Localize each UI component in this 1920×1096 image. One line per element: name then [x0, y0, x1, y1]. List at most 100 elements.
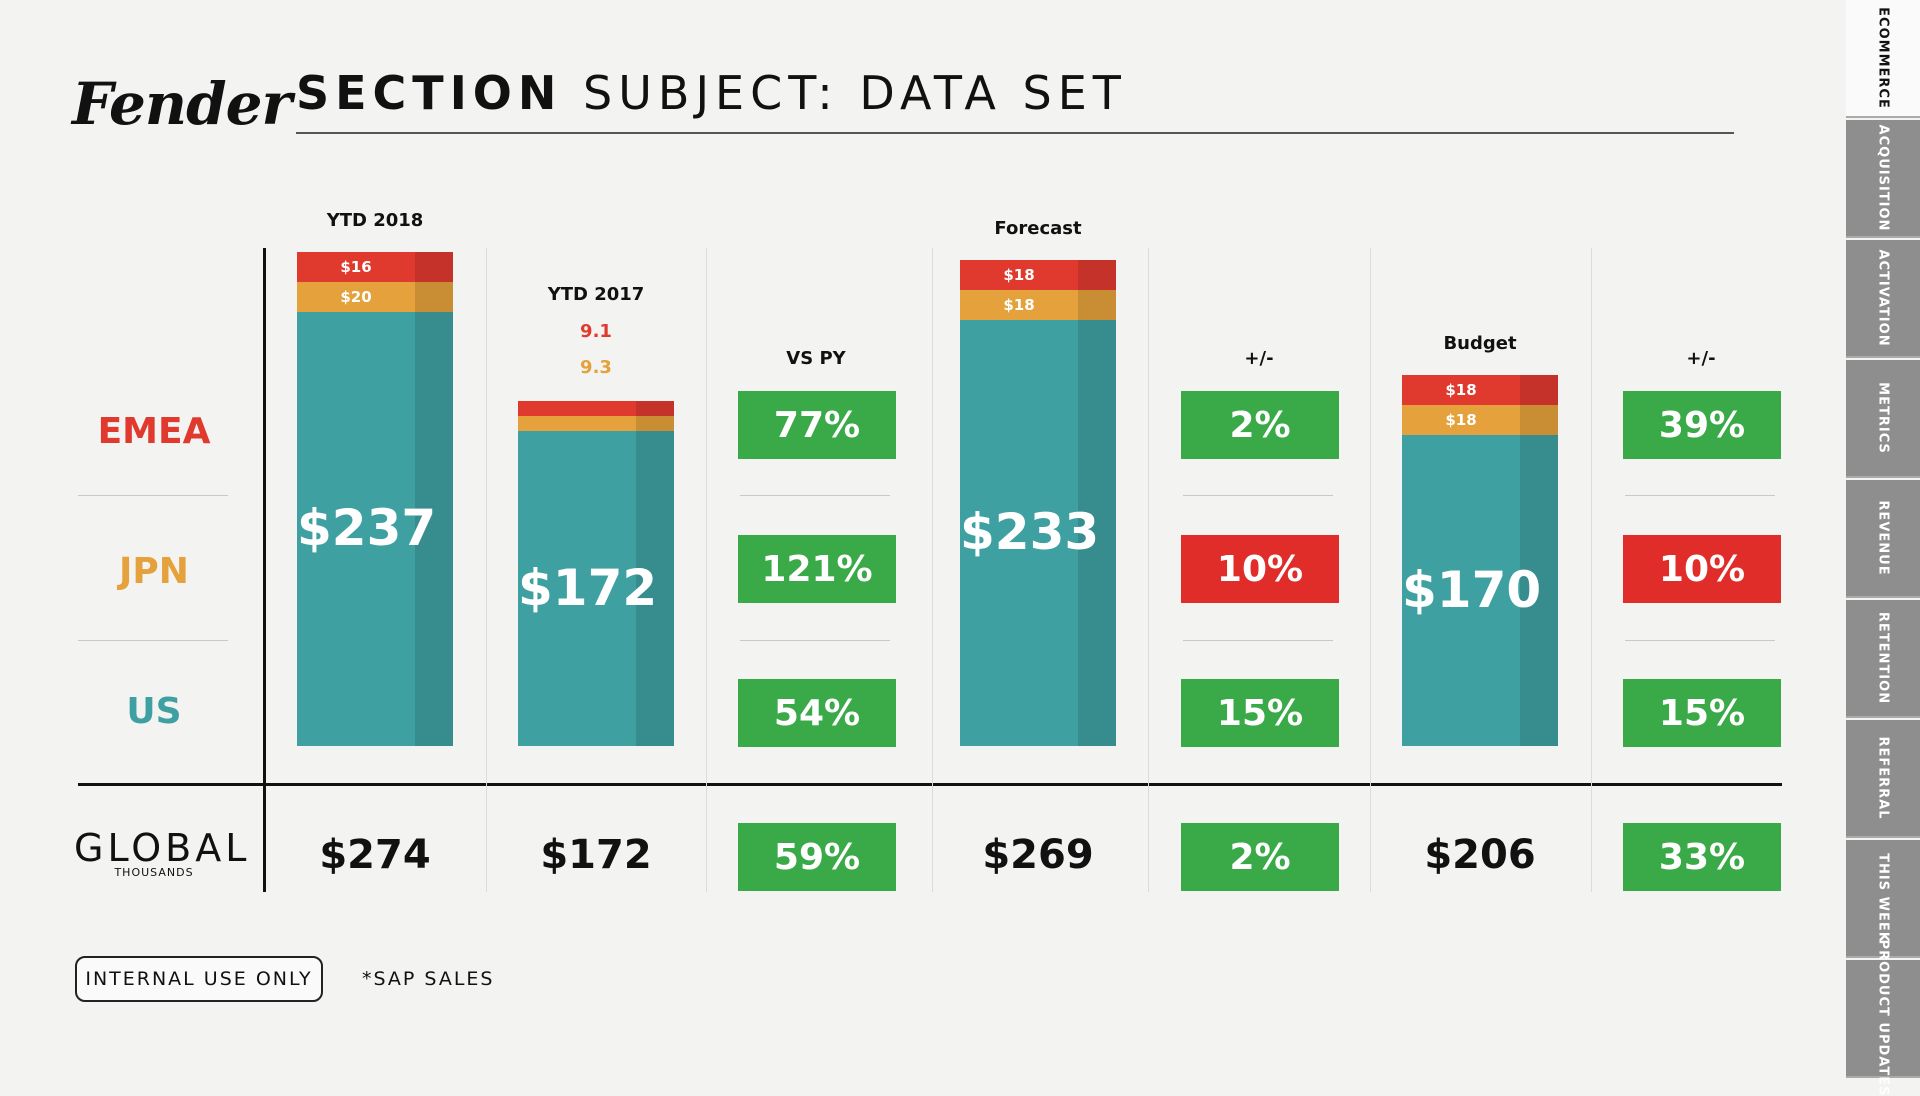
bar-value-label: $233: [960, 503, 1100, 561]
percent-box-emea: 39%: [1623, 391, 1781, 459]
column-header: Forecast: [994, 218, 1082, 239]
bar-segment-shade: [1520, 405, 1558, 435]
row-label-emea: EMEA: [97, 411, 211, 452]
internal-use-badge: INTERNAL USE ONLY: [75, 956, 323, 1002]
sidebar-tab[interactable]: ACQUISITION: [1846, 120, 1920, 238]
bar-segment-shade: [1078, 320, 1116, 746]
bar-segment-shade: [636, 416, 674, 431]
row-separator: [1625, 495, 1775, 496]
row-separator: [1183, 495, 1333, 496]
bar-segment-us: $172: [518, 431, 674, 746]
bar-value-label: $172: [518, 559, 658, 617]
bar-segment-emea: $16: [297, 252, 453, 282]
bar-segment-jpn: $18: [1402, 405, 1558, 435]
global-value: $206: [1424, 832, 1536, 878]
bar-value-label: 9.3: [580, 357, 612, 378]
page-title: SECTION SUBJECT: DATA SET: [296, 66, 1127, 120]
title-section: SECTION: [296, 66, 563, 120]
column-separator: [486, 248, 487, 892]
percent-box-global: 33%: [1623, 823, 1781, 891]
bar-segment-shade: [1520, 435, 1558, 746]
bar-segment-shade: [415, 312, 453, 746]
bar-segment-emea: [518, 401, 674, 416]
stacked-bar: $172: [518, 401, 674, 746]
percent-box-emea: 77%: [738, 391, 896, 459]
row-label-us: US: [126, 691, 182, 732]
section-sidebar: ECOMMERCE ACQUISITION ACTIVATION METRICS REV…: [1846, 0, 1920, 1096]
vertical-axis: [263, 248, 266, 892]
row-label-global: GLOBAL: [74, 826, 251, 870]
percent-box-us: 15%: [1623, 679, 1781, 747]
row-separator: [740, 640, 890, 641]
column-separator: [706, 248, 707, 892]
row-separator: [1183, 640, 1333, 641]
row-separator: [78, 640, 228, 641]
row-separator: [78, 495, 228, 496]
sidebar-tab-label: ACTIVATION: [1875, 249, 1891, 347]
bar-value-label: $18: [1445, 411, 1477, 429]
column-header: YTD 2018: [326, 210, 424, 231]
stacked-bar: $18 $18 $170: [1402, 375, 1558, 746]
sidebar-tab[interactable]: RETENTION: [1846, 600, 1920, 718]
bar-segment-emea: $18: [1402, 375, 1558, 405]
bar-segment-emea: $18: [960, 260, 1116, 290]
bar-segment-us: $233: [960, 320, 1116, 746]
percent-box-global: 59%: [738, 823, 896, 891]
sidebar-tab-label: PRODUCT UPDATES: [1875, 939, 1891, 1096]
row-separator: [740, 495, 890, 496]
bar-segment-us: $237: [297, 312, 453, 746]
bar-segment-shade: [636, 431, 674, 746]
row-label-jpn: JPN: [119, 551, 189, 592]
bar-segment-shade: [1078, 290, 1116, 320]
bar-value-label: $18: [1445, 381, 1477, 399]
bar-segment-jpn: [518, 416, 674, 431]
sidebar-tab[interactable]: REFERRAL: [1846, 720, 1920, 838]
bar-segment-shade: [415, 282, 453, 312]
bar-segment-us: $170: [1402, 435, 1558, 746]
sidebar-tab-label: REVENUE: [1875, 500, 1891, 576]
percent-box-jpn: 10%: [1623, 535, 1781, 603]
sidebar-tab-label: METRICS: [1875, 382, 1891, 454]
global-value: $269: [982, 832, 1094, 878]
bar-value-label: $16: [340, 258, 372, 276]
bar-segment-jpn: $20: [297, 282, 453, 312]
sidebar-tab[interactable]: PRODUCT UPDATES: [1846, 940, 1920, 1096]
column-header: YTD 2017: [547, 284, 645, 305]
fender-logo: Fender: [72, 70, 292, 138]
title-subject: SUBJECT: DATA SET: [583, 66, 1127, 120]
bar-segment-jpn: $18: [960, 290, 1116, 320]
column-separator: [1370, 248, 1371, 892]
stacked-bar: $16 $20 $237: [297, 252, 453, 746]
column-separator: [1591, 248, 1592, 892]
percent-box-jpn: 10%: [1181, 535, 1339, 603]
global-units: THOUSANDS: [114, 866, 194, 879]
sidebar-tab[interactable]: ACTIVATION: [1846, 240, 1920, 358]
sidebar-tab[interactable]: METRICS: [1846, 360, 1920, 478]
column-header: Budget: [1443, 333, 1517, 354]
sidebar-tab[interactable]: ECOMMERCE: [1846, 0, 1920, 118]
title-rule: [296, 132, 1734, 134]
sidebar-tab-label: RETENTION: [1875, 611, 1891, 705]
sidebar-tab-label: ACQUISITION: [1875, 124, 1891, 232]
column-header: VS PY: [786, 348, 846, 369]
global-value: $274: [319, 832, 431, 878]
bar-value-label: $237: [297, 499, 437, 557]
row-separator: [1625, 640, 1775, 641]
bar-segment-shade: [636, 401, 674, 416]
stacked-bar: $18 $18 $233: [960, 260, 1116, 746]
footnote: *SAP SALES: [362, 968, 495, 990]
column-separator: [1148, 248, 1149, 892]
bar-segment-shade: [415, 252, 453, 282]
sidebar-tab[interactable]: THIS WEEK: [1846, 840, 1920, 958]
column-separator: [932, 248, 933, 892]
percent-box-emea: 2%: [1181, 391, 1339, 459]
bar-value-label: $20: [340, 288, 372, 306]
bar-value-label: $170: [1402, 561, 1542, 619]
percent-box-global: 2%: [1181, 823, 1339, 891]
sidebar-tab-label: REFERRAL: [1875, 736, 1891, 820]
percent-box-us: 15%: [1181, 679, 1339, 747]
sidebar-tab[interactable]: REVENUE: [1846, 480, 1920, 598]
global-divider: [78, 783, 1782, 786]
column-header: +/-: [1244, 348, 1274, 369]
sidebar-tab-label: THIS WEEK: [1875, 853, 1891, 943]
